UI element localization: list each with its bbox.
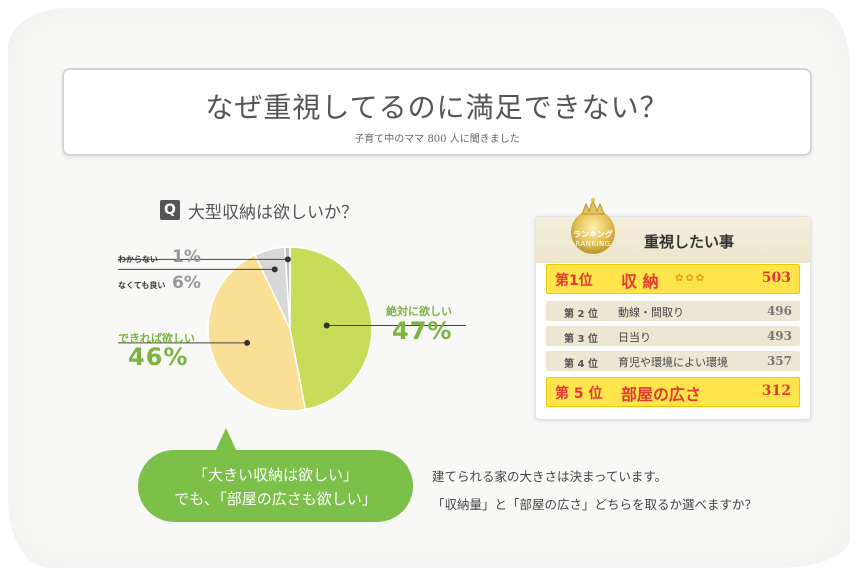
rank-value: 496 bbox=[766, 304, 792, 318]
rank-position: 第 5 位 bbox=[555, 386, 603, 402]
slice-if-possible bbox=[207, 253, 307, 412]
rank-row-3: 第 3 位 日当り 493 bbox=[546, 326, 800, 346]
rank-row-2: 第 2 位 動線・間取り 496 bbox=[546, 301, 800, 321]
pct-label-unknown: 1% bbox=[172, 247, 201, 267]
slice-definitely bbox=[289, 246, 373, 411]
pct-label-not-needed: 6% bbox=[172, 273, 201, 293]
rank-row-4: 第 4 位 育児や環境によい環境 357 bbox=[546, 351, 800, 371]
rank-position: 第 4 位 bbox=[564, 359, 598, 370]
pct-label-definitely: 47% bbox=[392, 317, 453, 345]
rank-item: 日当り bbox=[618, 331, 651, 344]
page-title: なぜ重視してるのに満足できない？ bbox=[205, 91, 669, 124]
rank-value: 357 bbox=[766, 354, 792, 368]
pct-label-if-possible: 46% bbox=[128, 343, 189, 371]
rank-position: 第1位 bbox=[555, 273, 593, 289]
ranking-medal-icon bbox=[571, 198, 615, 254]
body-text-line-1: 建てられる家の大きさは決まっています。 bbox=[432, 469, 668, 484]
bubble-line-1: 「大きい収納は欲しい」 bbox=[192, 466, 358, 484]
rank-value: 503 bbox=[761, 270, 791, 286]
page-subtitle: 子育て中のママ 800 人に聞きました bbox=[354, 134, 520, 145]
rank-item: 動線・間取り bbox=[618, 306, 684, 319]
legend-label-not-needed: なくても良い bbox=[118, 281, 166, 290]
ranking-title: 重視したい事 bbox=[644, 233, 735, 251]
medal-label-en: RANKING bbox=[575, 240, 611, 248]
leader-line-definitely-dot bbox=[323, 322, 330, 329]
rank-item: 収 納 bbox=[621, 272, 659, 291]
question-text: 大型収納は欲しいか？ bbox=[188, 203, 358, 223]
bubble-line-2: でも､「部屋の広さも欲しい」 bbox=[174, 490, 377, 508]
question-badge: Q bbox=[160, 200, 180, 220]
rank-value: 312 bbox=[761, 383, 791, 399]
leader-line-unknown-dot bbox=[284, 256, 291, 263]
body-text-line-2: 「収納量」と「部屋の広さ」どちらを取るか選べますか？ bbox=[432, 497, 758, 512]
star-icons: ✿✿✿ bbox=[675, 273, 707, 284]
speech-bubble-tail bbox=[214, 428, 238, 454]
medal-label: ランキング bbox=[573, 230, 613, 239]
rank-position: 第 2 位 bbox=[564, 309, 598, 320]
leader-line-if-possible-dot bbox=[244, 339, 251, 346]
rank-item: 部屋の広さ bbox=[621, 385, 702, 404]
title-box: なぜ重視してるのに満足できない？ 子育て中のママ 800 人に聞きました bbox=[62, 68, 812, 156]
slice-unknown bbox=[284, 246, 291, 330]
rank-position: 第 3 位 bbox=[564, 334, 598, 345]
legend-label-if-possible: できれば欲しい bbox=[118, 332, 195, 345]
rank-item: 育児や環境によい環境 bbox=[618, 356, 728, 369]
legend-label-definitely: 絶対に欲しい bbox=[386, 305, 452, 318]
rank-value: 493 bbox=[766, 329, 792, 343]
rank-row-5: 第 5 位 部屋の広さ 312 bbox=[546, 377, 800, 407]
leader-line-not-needed-dot bbox=[271, 266, 278, 273]
legend-label-unknown: わからない bbox=[118, 255, 158, 264]
rank-row-1: 第1位 収 納 ✿✿✿ 503 bbox=[546, 264, 800, 294]
speech-bubble: 「大きい収納は欲しい」 でも､「部屋の広さも欲しい」 bbox=[138, 450, 413, 522]
